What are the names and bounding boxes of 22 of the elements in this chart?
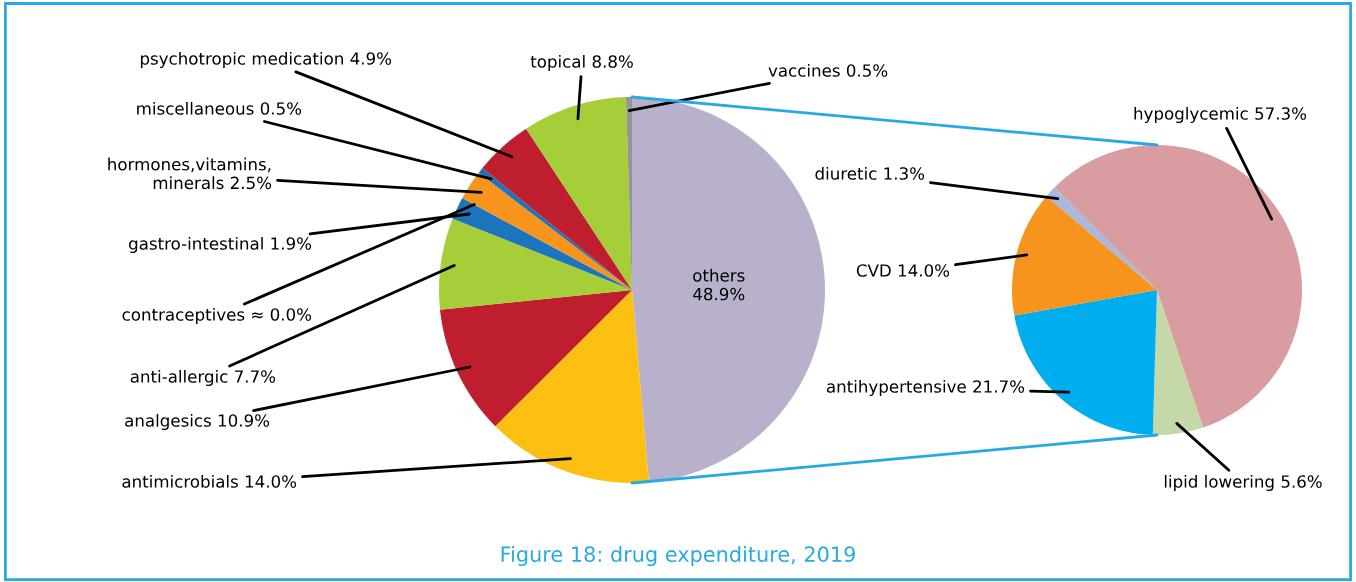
slice-label: hypoglycemic 57.3% — [1134, 106, 1307, 124]
slice-label: diuretic 1.3% — [815, 166, 925, 180]
data-label: 48.9% — [693, 287, 745, 301]
category-label: contraceptives ≈ 0.0% — [122, 307, 312, 325]
pie-slice — [495, 290, 649, 483]
slice-label: gastro-intestinal 1.9% — [129, 236, 312, 254]
pie-slice — [1054, 145, 1302, 428]
slice-label: miscellaneous 0.5% — [137, 101, 302, 115]
slice-label: antihypertensive 21.7% — [826, 379, 1025, 397]
slice-label: vaccines 0.5% — [768, 63, 888, 77]
slice-label: anti-allergic 7.7% — [130, 369, 276, 387]
pie-slice — [1012, 196, 1157, 316]
slice-label: analgesics 10.9% — [125, 413, 270, 431]
slice-label: topical 8.8% — [530, 54, 633, 72]
slice-label: psychotropic medication 4.9% — [140, 51, 392, 69]
caption: Figure 18: drug expenditure, 2019 — [501, 545, 855, 567]
slice-label: CVD 14.0% — [856, 264, 950, 277]
slice-label: others — [693, 268, 745, 282]
pie-slice — [1152, 290, 1204, 435]
slice-label: hormones,vitamins, minerals 2.5% — [108, 157, 272, 190]
slice-label: lipid lowering 5.6% — [1164, 474, 1322, 492]
slice-label: antimicrobials 14.0% — [122, 474, 297, 488]
